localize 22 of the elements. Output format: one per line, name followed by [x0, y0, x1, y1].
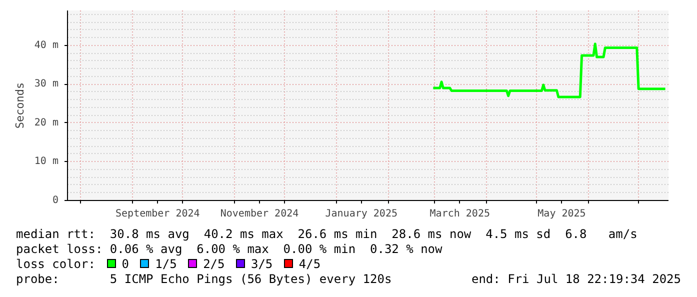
- x-tick-label: March 2025: [430, 208, 490, 220]
- legend-label: 3/5: [250, 257, 273, 271]
- y-tick-label: 40 m: [34, 40, 59, 51]
- y-axis-title: Seconds: [13, 82, 26, 129]
- text: probe: 5 ICMP Echo Pings (56 Bytes) every 120s: [16, 272, 392, 287]
- line-series: [432, 42, 667, 98]
- y-tick-label: 30 m: [34, 78, 59, 90]
- x-tick-label: January 2025: [325, 208, 398, 220]
- text: packet loss: 0.06 % avg 6.00 % max 0.00 % min 0.32 % now: [16, 242, 444, 257]
- x-tick-label: September 2024: [116, 208, 200, 220]
- legend-label: 1/5: [155, 257, 177, 271]
- text: median rtt: 30.8 ms avg 40.2 ms max 26.6 ms min 28.6 ms now 4.5 ms sd 6.8 am/s: [16, 227, 638, 242]
- text: end: Fri Jul 18 22:19:34 2025: [471, 272, 681, 287]
- x-tick-label: November 2024: [220, 208, 299, 220]
- legend-title: loss color:: [16, 257, 96, 271]
- y-tick-label: 10 m: [34, 156, 59, 168]
- legend-label: 2/5: [203, 257, 225, 271]
- y-tick-label: 20 m: [34, 117, 59, 128]
- y-tick-label: 0: [52, 195, 59, 206]
- legend-label: 4/5: [298, 257, 321, 271]
- x-tick-label: May 2025: [538, 208, 586, 220]
- legend-label: 0: [122, 257, 129, 271]
